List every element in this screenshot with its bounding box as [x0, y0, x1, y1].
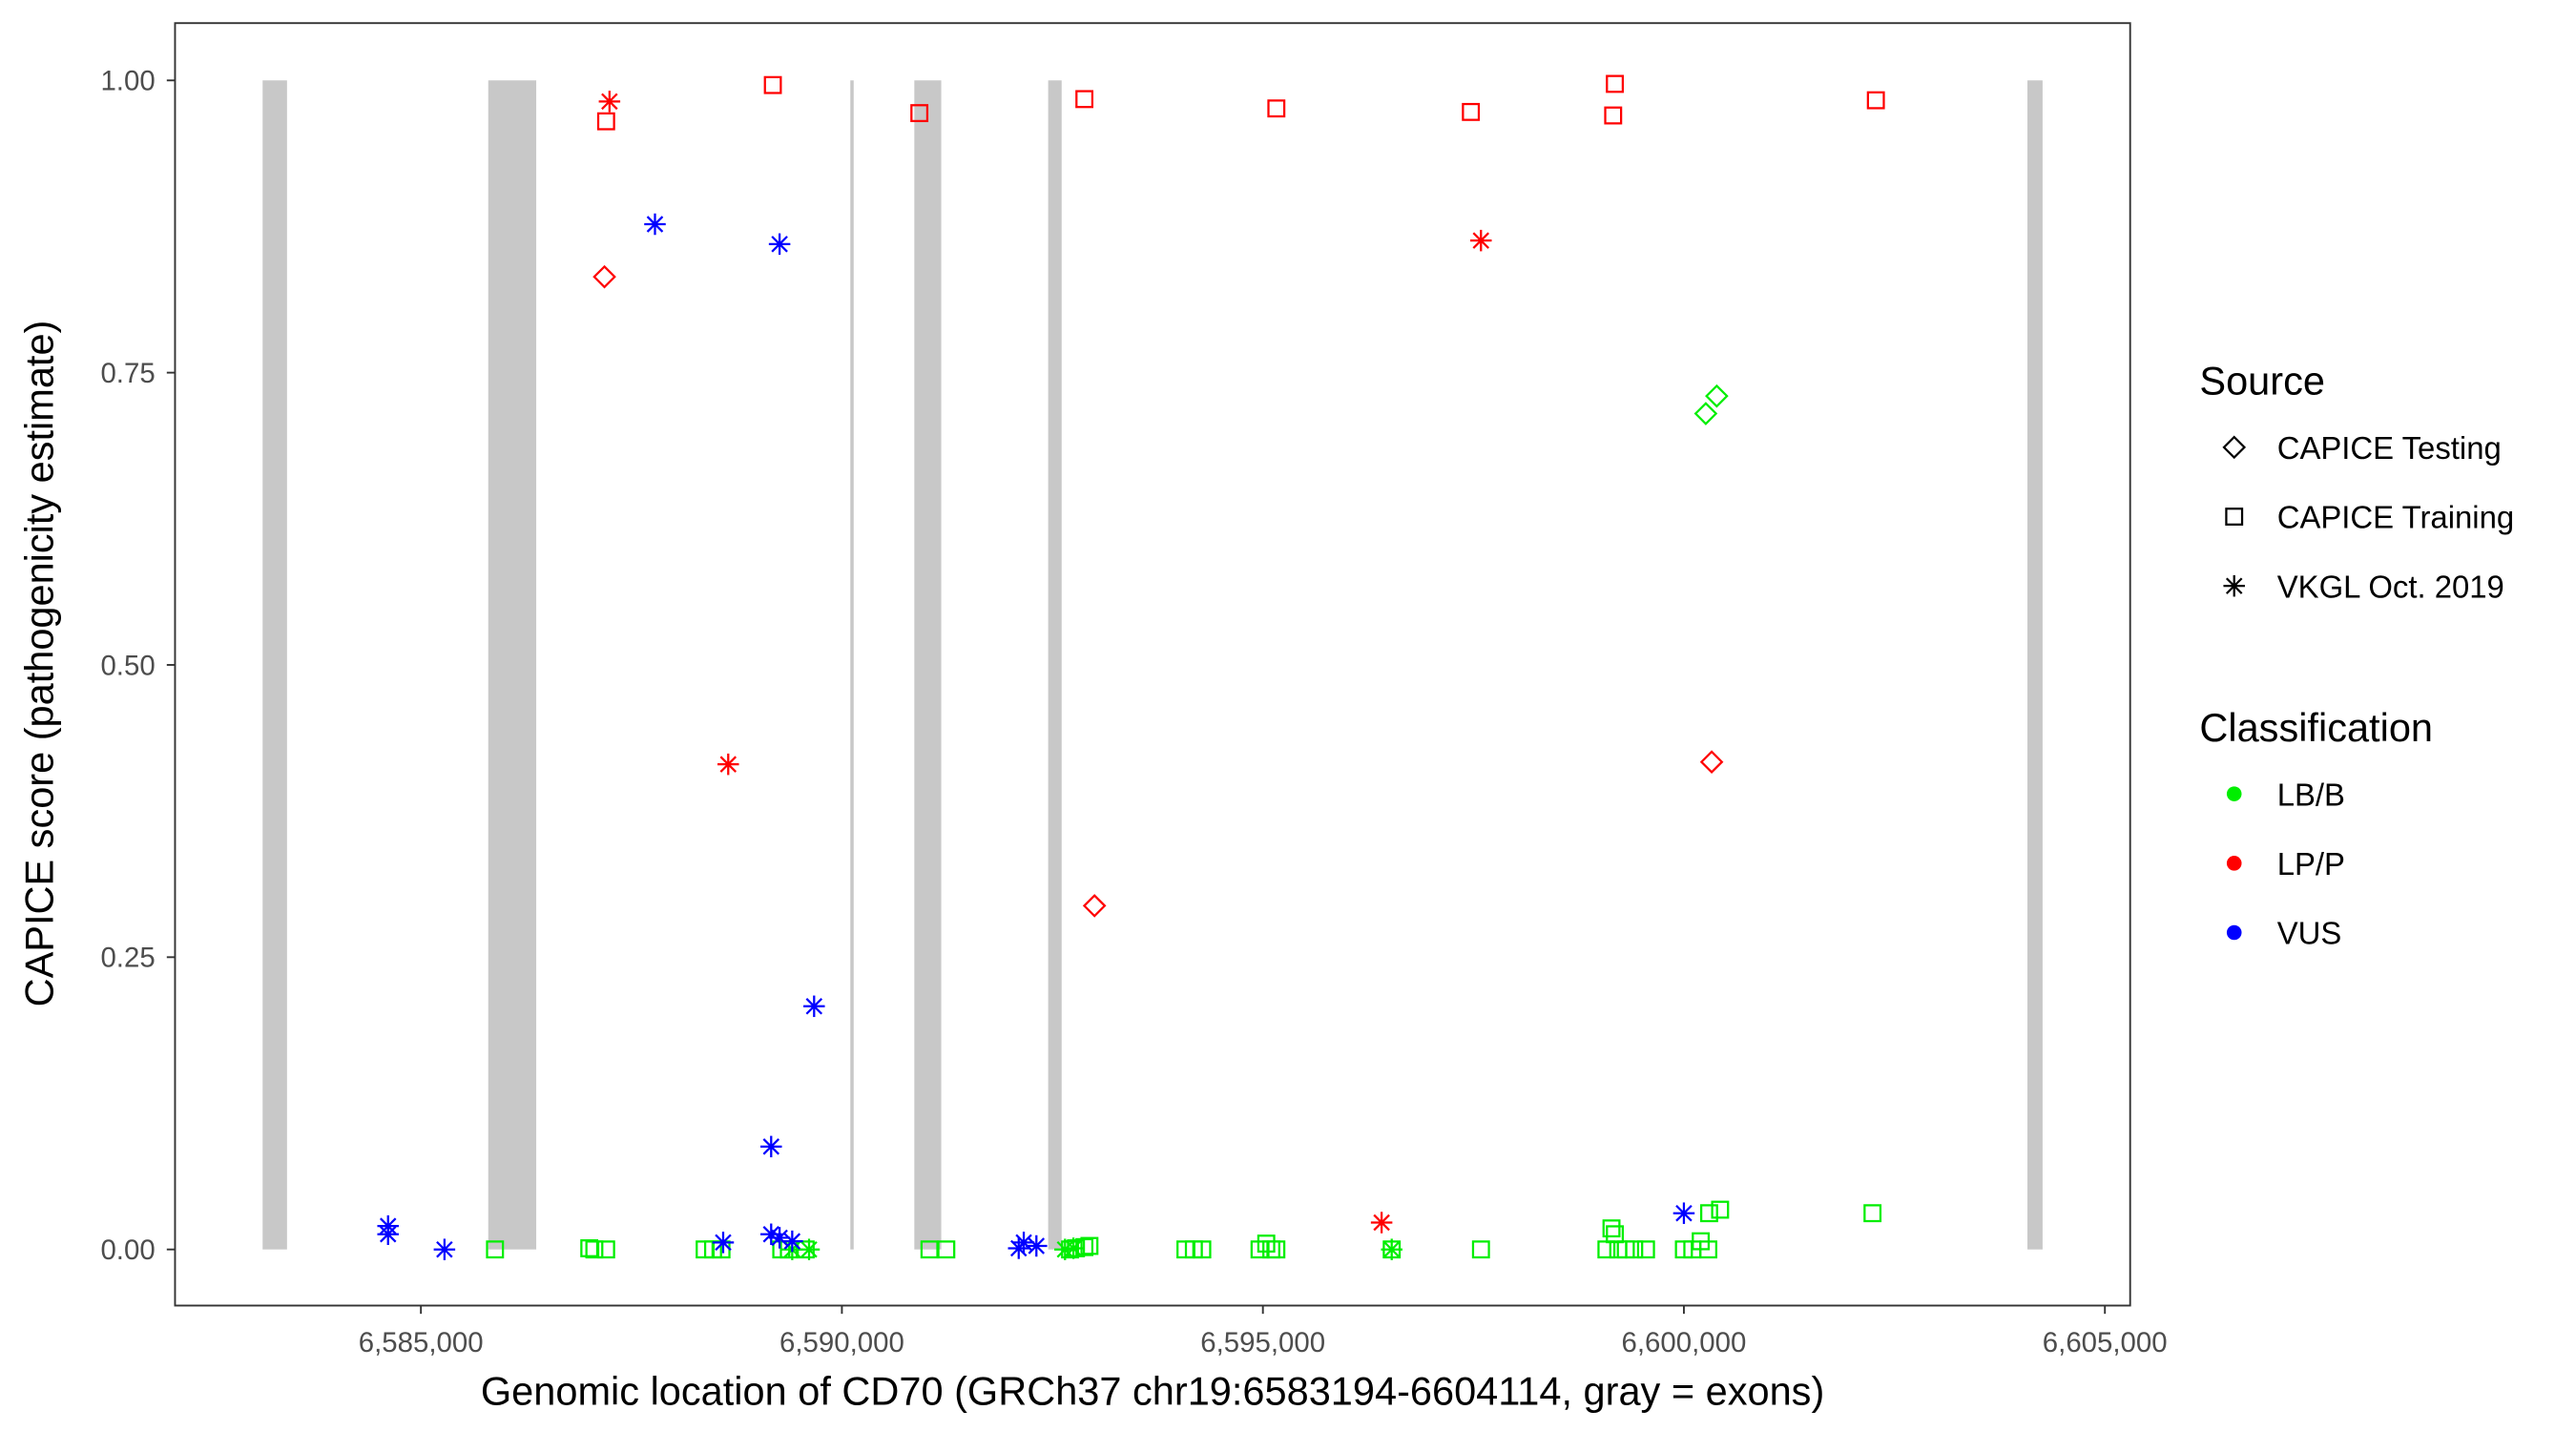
data-point: [644, 213, 666, 236]
y-tick-label: 0.25: [100, 943, 155, 974]
data-point: [1863, 1204, 1882, 1223]
data-point: [377, 1223, 399, 1246]
y-axis-title: CAPICE score (pathogenicity estimate): [16, 321, 61, 1007]
data-point: [1604, 106, 1623, 125]
legend-label-classification: VUS: [2277, 916, 2342, 951]
data-point: [1462, 102, 1481, 121]
data-point: [1625, 1240, 1644, 1259]
data-point: [1082, 894, 1107, 918]
data-point: [1075, 90, 1094, 109]
legend-label-source: CAPICE Training: [2277, 500, 2514, 535]
data-point: [910, 104, 929, 123]
legend-label-source: VKGL Oct. 2019: [2277, 569, 2504, 604]
exon-band: [850, 80, 854, 1250]
legend-diamond-icon: [2222, 435, 2247, 460]
data-point: [798, 1238, 821, 1260]
data-point: [1672, 1202, 1695, 1224]
data-point: [596, 112, 615, 131]
x-tick-label: 6,600,000: [1622, 1327, 1747, 1358]
data-point: [1699, 750, 1724, 775]
data-point: [1636, 1240, 1655, 1259]
data-point: [1705, 384, 1729, 408]
data-point: [717, 753, 739, 776]
data-point: [1602, 1219, 1621, 1238]
x-tick-label: 6,585,000: [359, 1327, 484, 1358]
exon-band: [262, 80, 287, 1250]
data-point: [1267, 1240, 1286, 1259]
data-point: [1075, 1237, 1094, 1256]
data-point: [1606, 74, 1625, 93]
legend-label-classification: LB/B: [2277, 777, 2345, 812]
data-point: [712, 1232, 735, 1254]
y-tick-label: 0.50: [100, 650, 155, 681]
data-point: [781, 1230, 803, 1253]
legend-dot-icon: [2226, 856, 2242, 871]
data-point: [760, 1223, 782, 1246]
data-point: [1257, 1234, 1276, 1253]
data-point: [433, 1238, 456, 1260]
data-point: [768, 1227, 791, 1249]
data-point: [596, 1240, 615, 1259]
legend-asterisk-icon: [2223, 574, 2245, 597]
panel-background: [175, 23, 2130, 1306]
data-point: [937, 1240, 956, 1259]
legend-dot-icon: [2226, 786, 2242, 801]
data-point: [803, 995, 825, 1018]
data-point: [760, 1135, 782, 1158]
legend-label-source: CAPICE Testing: [2277, 430, 2502, 466]
data-point: [1470, 229, 1492, 252]
x-axis-title: Genomic location of CD70 (GRCh37 chr19:6…: [481, 1368, 1824, 1413]
data-point: [1062, 1237, 1085, 1259]
legend-title-source: Source: [2199, 359, 2325, 404]
x-axis: 6,585,000 6,590,000 6,595,000 6,600,000 6,60…: [359, 1305, 2168, 1358]
data-point: [598, 91, 621, 113]
data-point: [1693, 402, 1718, 425]
data-point: [1699, 1204, 1718, 1223]
data-point: [1080, 1236, 1099, 1255]
data-point: [768, 233, 791, 256]
data-point: [1866, 91, 1885, 110]
data-point: [486, 1240, 505, 1259]
data-points: [377, 74, 1885, 1260]
y-tick-label: 0.00: [100, 1234, 155, 1266]
data-point: [1026, 1234, 1048, 1257]
x-tick-label: 6,590,000: [779, 1327, 904, 1358]
exon-bands: [262, 80, 2043, 1250]
y-tick-label: 1.00: [100, 66, 155, 97]
legend-label-classification: LP/P: [2277, 846, 2345, 881]
exon-band: [1048, 80, 1062, 1250]
legend-square-icon: [2225, 508, 2244, 526]
data-point: [1193, 1240, 1212, 1259]
data-point: [1471, 1240, 1490, 1259]
data-point: [1381, 1238, 1402, 1260]
legend-dot-icon: [2226, 924, 2242, 941]
y-axis: 0.00 0.25 0.50 0.75 1.00: [100, 66, 176, 1266]
data-point: [1711, 1200, 1730, 1219]
data-point: [585, 1240, 604, 1259]
exon-band: [914, 80, 942, 1250]
exon-band: [488, 80, 537, 1250]
legend-title-classification: Classification: [2199, 705, 2433, 750]
data-point: [1370, 1212, 1393, 1234]
data-point: [1012, 1232, 1035, 1254]
x-tick-label: 6,605,000: [2043, 1327, 2168, 1358]
data-point: [763, 75, 782, 94]
data-point: [1699, 1240, 1717, 1259]
exon-band: [2027, 80, 2043, 1250]
data-point: [592, 264, 616, 289]
y-tick-label: 0.75: [100, 358, 155, 389]
data-point: [1267, 99, 1286, 118]
legend: Source Classification CAPICE Testing CAPI…: [2199, 359, 2514, 951]
x-tick-label: 6,595,000: [1200, 1327, 1325, 1358]
